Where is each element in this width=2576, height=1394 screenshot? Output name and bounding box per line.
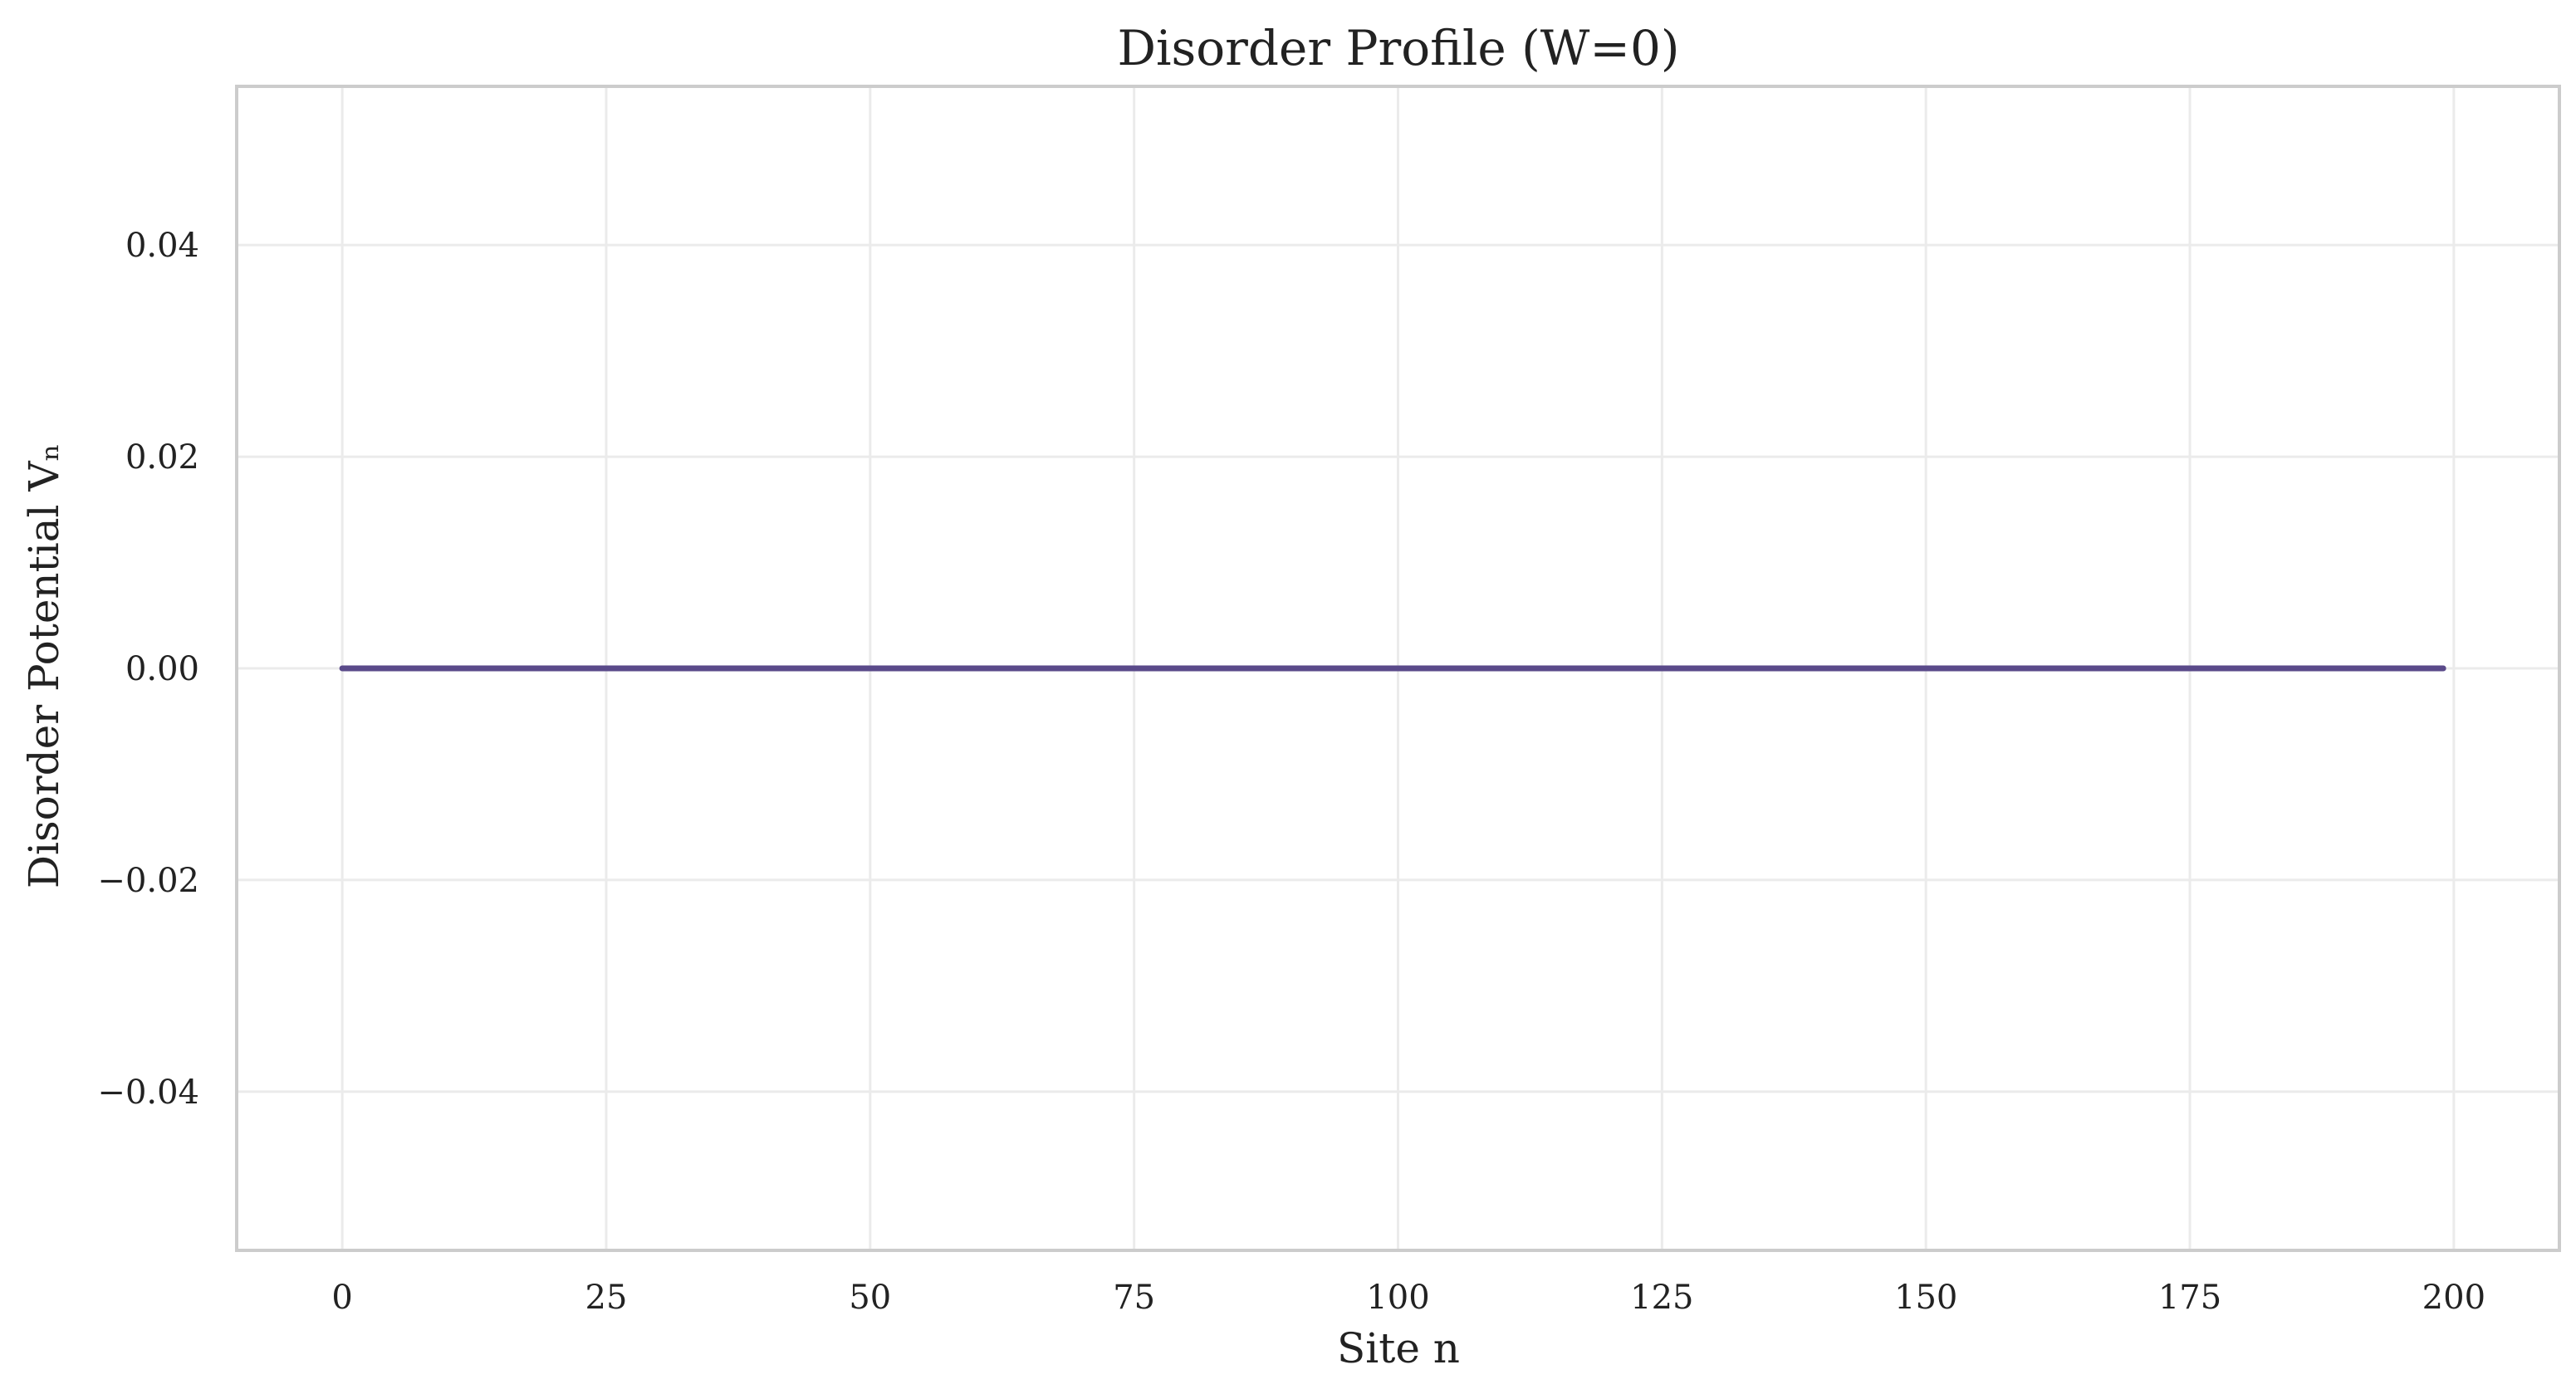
x-tick-label: 200 [2422,1279,2485,1317]
y-tick-label: 0.02 [125,438,199,477]
x-tick-label: 175 [2158,1279,2221,1317]
x-axis-label: Site n [1337,1324,1460,1372]
y-tick-label: −0.04 [97,1074,199,1112]
plot-frame [235,85,2561,1252]
x-tick-label: 75 [1113,1279,1155,1317]
chart-title: Disorder Profile (W=0) [1117,20,1679,76]
x-tick-label: 125 [1630,1279,1693,1317]
y-tick-labels: −0.04 −0.02 0.00 0.02 0.04 [97,227,199,1112]
y-tick-label: −0.02 [97,862,199,900]
x-tick-label: 150 [1894,1279,1957,1317]
x-tick-label: 25 [585,1279,628,1317]
x-tick-labels: 0 25 50 75 100 125 150 175 200 [331,1279,2485,1317]
x-tick-label: 100 [1366,1279,1429,1317]
y-axis-label: Disorder Potential Vₙ [20,443,68,888]
y-tick-label: 0.00 [125,650,199,688]
x-tick-label: 0 [331,1279,352,1317]
x-tick-label: 50 [849,1279,891,1317]
y-tick-label: 0.04 [125,227,199,265]
